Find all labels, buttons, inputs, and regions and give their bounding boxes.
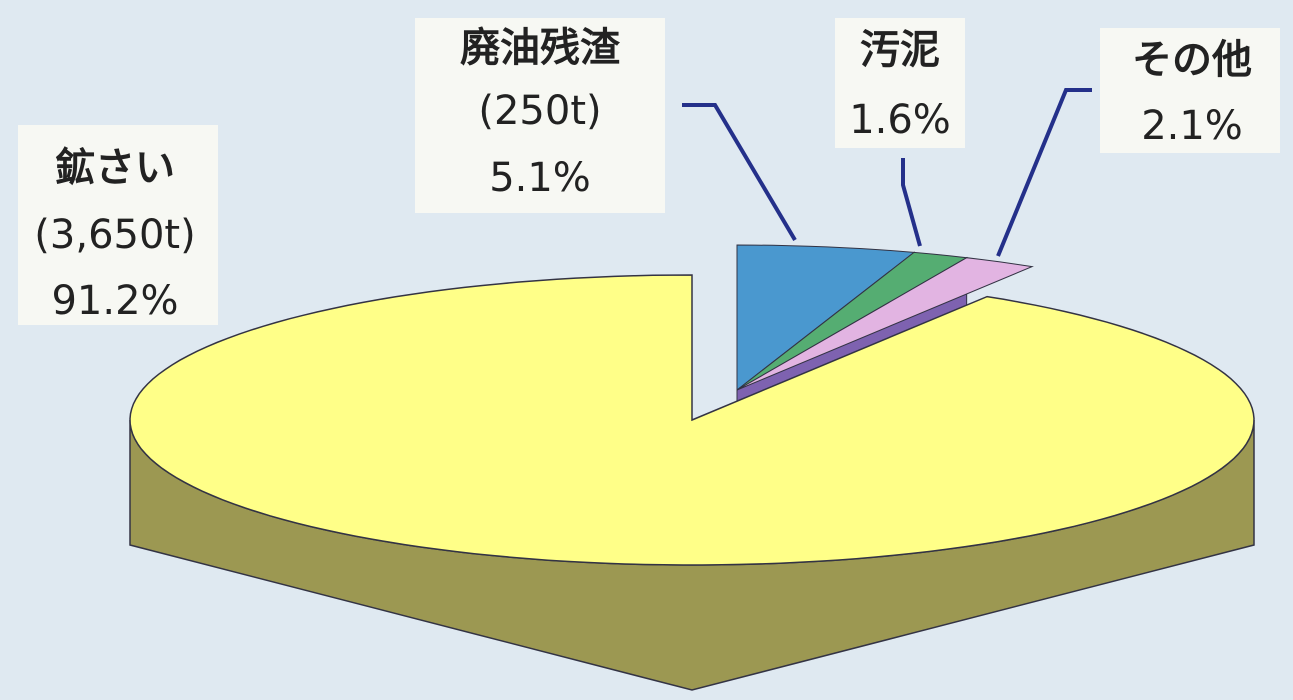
percent-label: 91.2% [51, 278, 178, 324]
leader-line [996, 88, 1092, 257]
tonnage-label: (250t) [478, 88, 601, 134]
label-box [1100, 28, 1280, 153]
pie-slice [736, 244, 916, 392]
pie-slice [129, 274, 1255, 566]
label-box [835, 18, 965, 148]
leader-line [901, 158, 922, 247]
label-box [18, 125, 218, 325]
leader-line [682, 103, 797, 242]
tonnage-label: (3,650t) [34, 212, 195, 258]
category-label: 鉱さい [55, 145, 175, 191]
label-box [415, 18, 665, 213]
pie-slice [736, 257, 1034, 391]
category-label: その他 [1132, 37, 1252, 83]
category-label: 廃油残渣 [460, 25, 621, 71]
percent-label: 1.6% [849, 97, 951, 143]
percent-label: 2.1% [1141, 103, 1243, 149]
percent-label: 5.1% [489, 155, 591, 201]
category-label: 汚泥 [860, 27, 940, 73]
